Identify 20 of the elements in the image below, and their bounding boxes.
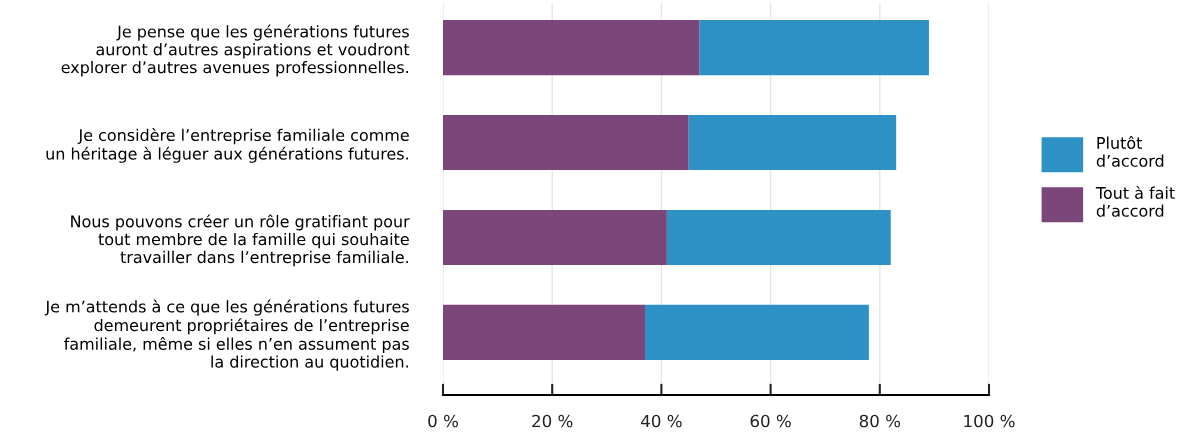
y-tick-label: Je pense que les générations futures auront d’autres aspirations et voudront explorer d’autres avenues professionnelles.: [61, 24, 410, 77]
y-tick-label: Je m’attends à ce que les générations futures demeurent propriétaires de l’entreprise familiale, même si elles n’en assument pas la direction au quotidien.: [44, 299, 409, 371]
bar: [443, 304, 646, 360]
bar: [443, 20, 700, 76]
bar: [443, 115, 689, 171]
legend-label: Tout à fait d’accord: [1095, 185, 1175, 217]
x-tick-label: 0 %: [428, 414, 458, 428]
x-tick-label: 80 %: [859, 414, 901, 428]
x-tick-label: 60 %: [750, 414, 791, 428]
bar: [666, 209, 891, 265]
legend-label: Plutôt d’accord: [1096, 135, 1164, 167]
x-tick-label: 100 %: [964, 414, 1015, 428]
bar: [645, 304, 869, 360]
y-tick-label: Je considère l’entreprise familiale comme un héritage à léguer aux générations futures.: [46, 128, 409, 163]
y-tick-label: Nous pouvons créer un rôle gratifiant pour tout membre de la famille qui souhaite travailler dans l’entreprise familiale.: [71, 214, 410, 267]
bar: [688, 115, 897, 171]
x-tick-label: 20 %: [532, 414, 573, 428]
bar: [443, 209, 667, 265]
bar: [699, 20, 929, 76]
x-tick-label: 40 %: [641, 414, 682, 428]
